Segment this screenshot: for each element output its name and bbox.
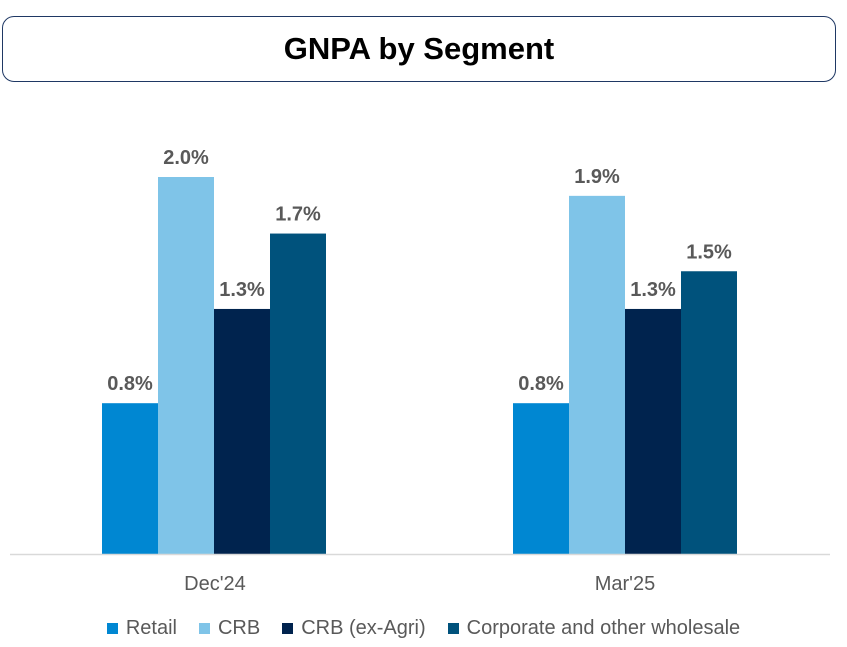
bar	[681, 271, 737, 554]
legend-swatch	[447, 622, 459, 634]
chart-legend: Retail CRB CRB (ex-Agri) Corporate and othe…	[0, 614, 847, 642]
data-label: 1.7%	[275, 204, 321, 226]
bar	[569, 195, 625, 554]
chart-title-box: GNPA by Segment	[2, 16, 836, 82]
legend-swatch	[282, 622, 294, 634]
legend-label: CRB (ex-Agri)	[301, 616, 426, 639]
data-label: 1.5%	[686, 241, 732, 263]
data-label: 0.8%	[518, 373, 564, 395]
legend-item: CRB (ex-Agri)	[282, 616, 426, 640]
data-label: 1.3%	[219, 279, 265, 301]
legend-swatch	[106, 622, 118, 634]
legend-label: CRB	[217, 616, 261, 639]
bar	[270, 233, 326, 555]
bar	[102, 403, 158, 554]
data-label: 2.0%	[163, 147, 209, 169]
bar	[158, 177, 214, 554]
legend-item: CRB	[198, 616, 261, 640]
legend-swatch	[198, 622, 210, 634]
bar	[513, 403, 569, 554]
legend-item: Corporate and other wholesale	[447, 616, 741, 640]
bar	[625, 308, 681, 554]
data-label: 0.8%	[107, 373, 153, 395]
data-label: 1.9%	[574, 166, 620, 188]
chart-title: GNPA by Segment	[283, 31, 555, 66]
bar	[214, 308, 270, 554]
legend-item: Retail	[106, 616, 177, 640]
x-tick-label: Dec'24	[184, 573, 246, 595]
legend-label: Retail	[125, 616, 177, 639]
bar-chart: 0.8% 2.0% 1.3% 1.7% Dec'24 0.8% 1.9% 1.3% 1.5% Ma…	[10, 147, 830, 595]
legend-label: Corporate and other wholesale	[466, 616, 741, 639]
data-label: 1.3%	[630, 279, 676, 301]
x-tick-label: Mar'25	[595, 573, 656, 595]
